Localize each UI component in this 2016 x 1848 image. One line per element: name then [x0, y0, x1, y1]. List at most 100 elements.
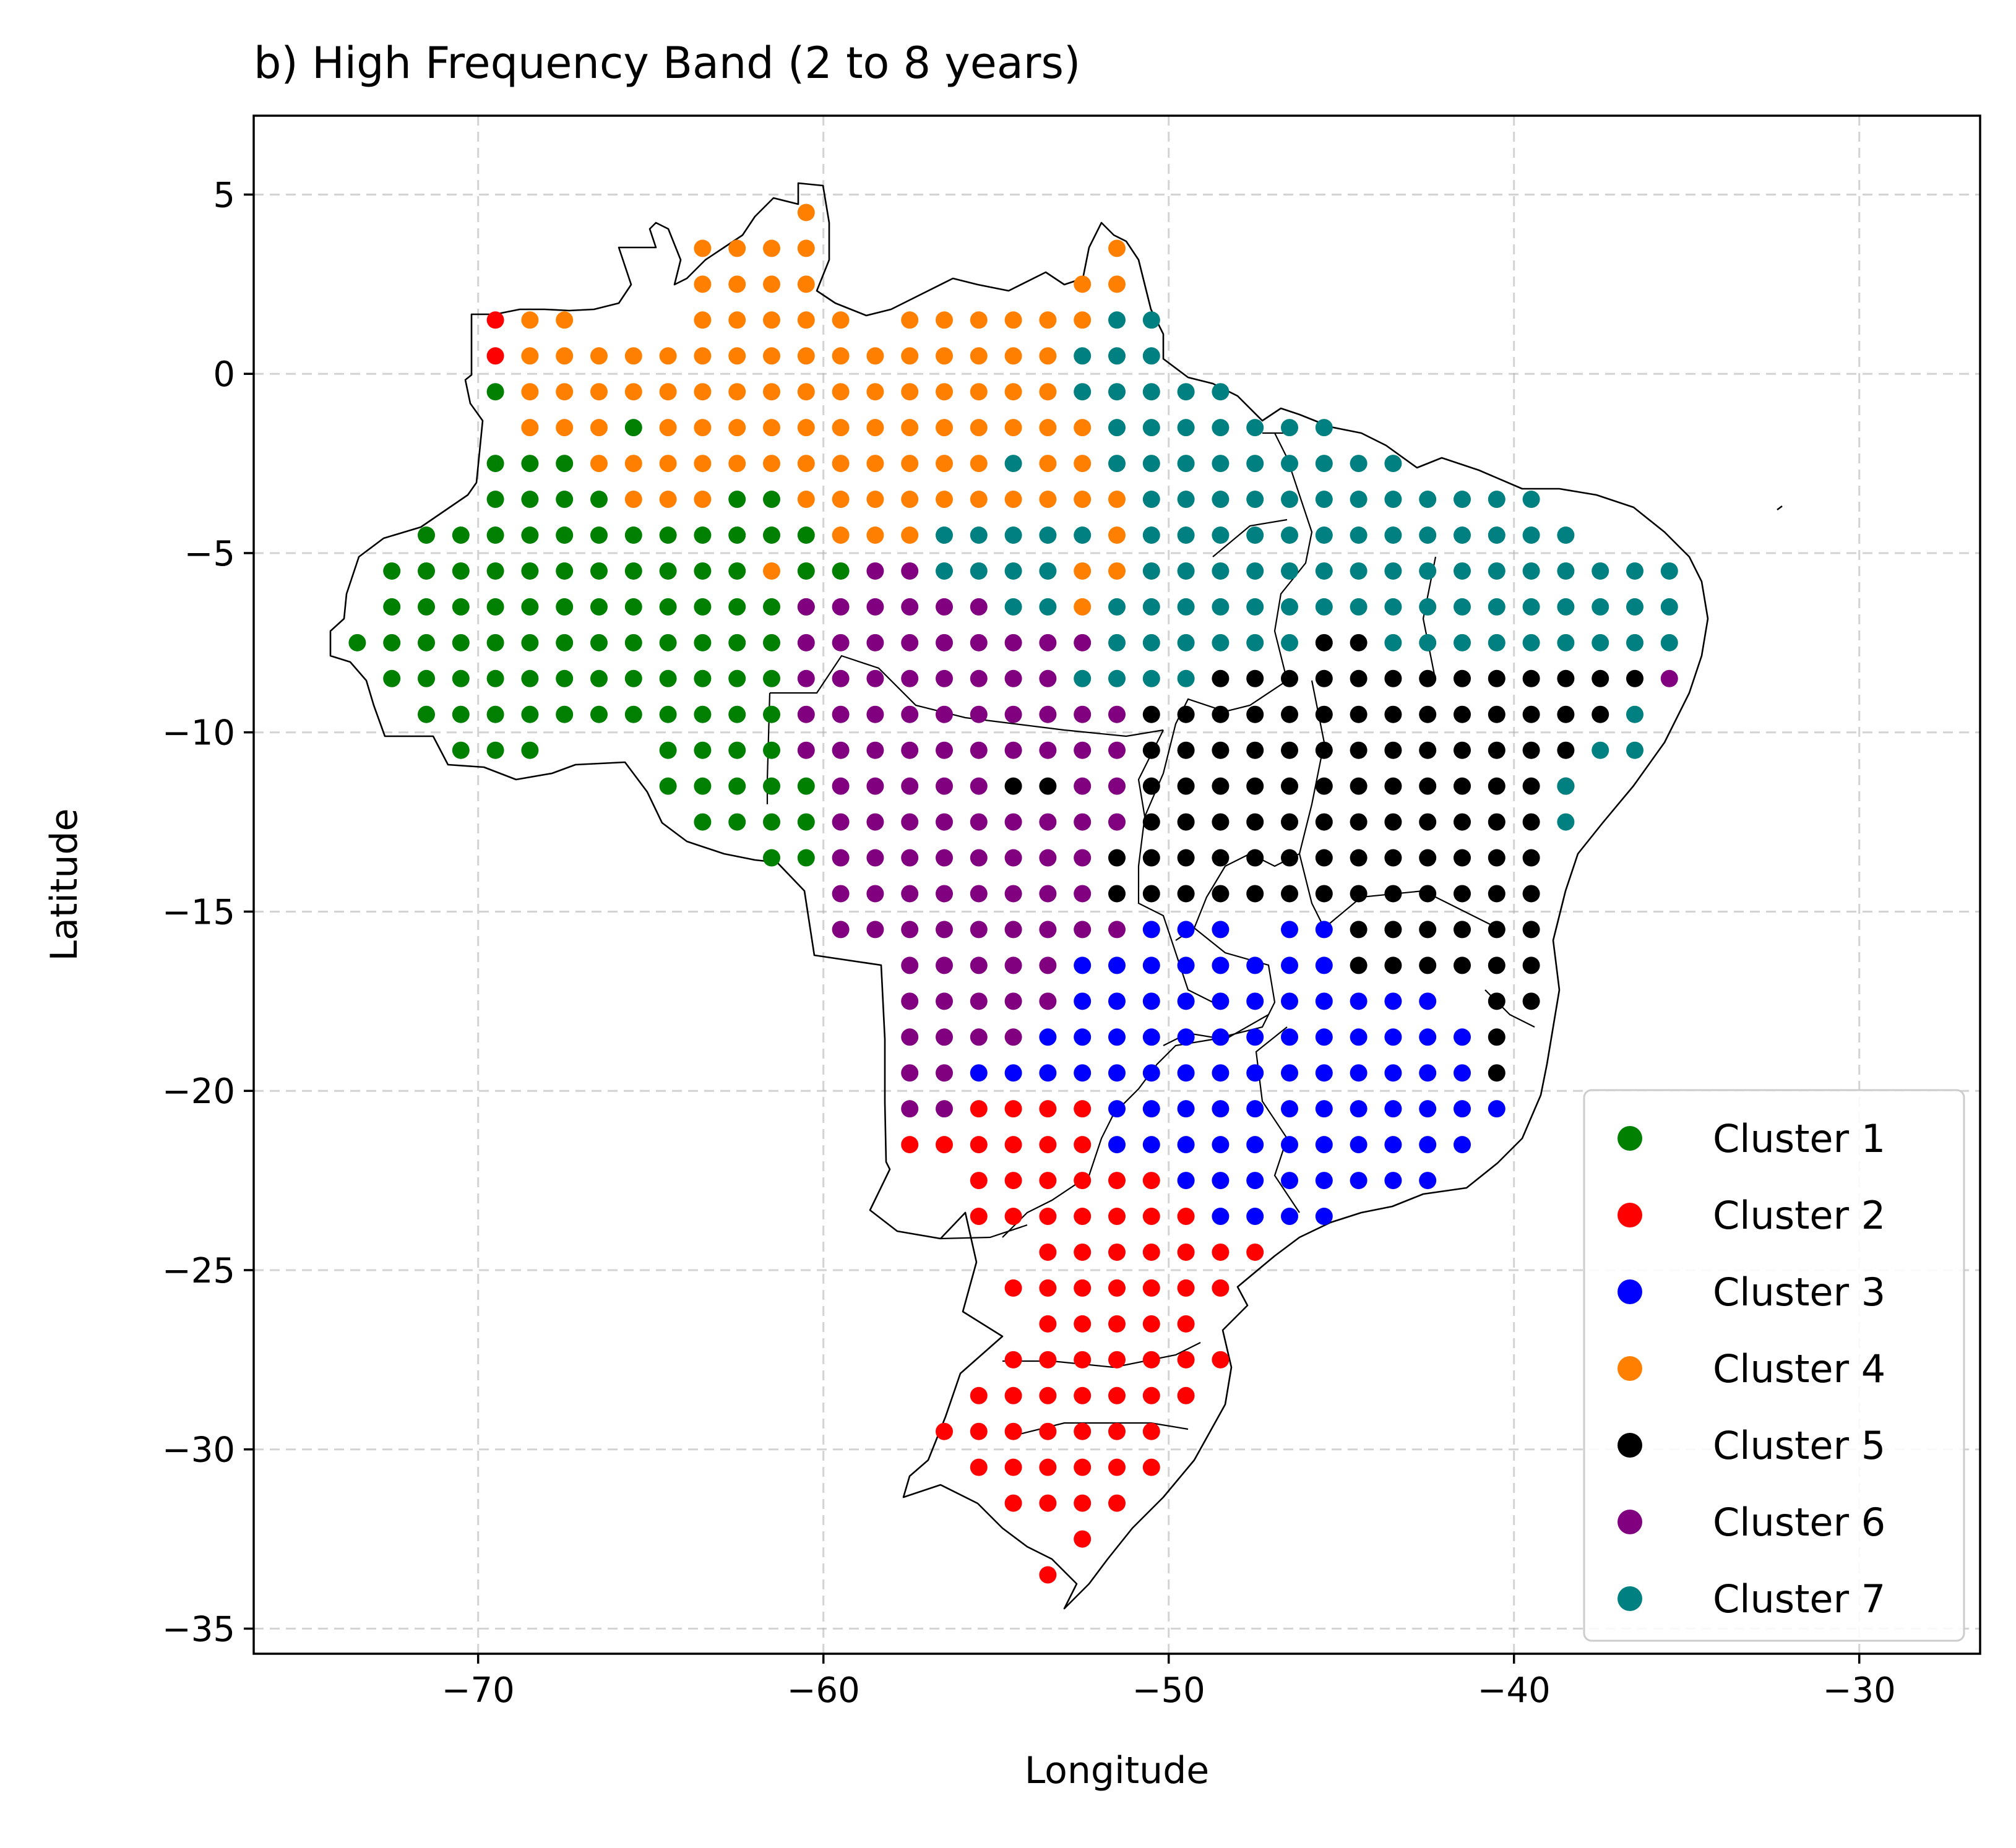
data-point [694, 275, 712, 293]
data-point [694, 491, 712, 509]
data-point [1246, 1100, 1264, 1118]
data-point [866, 813, 884, 831]
data-point [1350, 598, 1368, 616]
data-point [1522, 777, 1540, 795]
data-point [1212, 634, 1230, 651]
data-point [901, 1100, 919, 1118]
data-point [1142, 1064, 1160, 1082]
data-point [1488, 491, 1506, 509]
data-point [1108, 669, 1126, 687]
data-point [1488, 921, 1506, 939]
data-point [590, 491, 608, 509]
data-point [970, 1458, 988, 1476]
data-point [1384, 921, 1402, 939]
data-point [763, 311, 780, 329]
data-point [1246, 1208, 1264, 1226]
data-point [797, 383, 815, 401]
data-point [936, 741, 953, 759]
x-tick-label: −40 [1478, 1670, 1551, 1711]
data-point [1177, 1208, 1195, 1226]
data-point [486, 455, 504, 473]
x-tick-label: −70 [442, 1670, 515, 1711]
data-point [1454, 777, 1471, 795]
data-point [418, 562, 435, 580]
data-point [590, 705, 608, 723]
data-point [1212, 849, 1230, 867]
data-point [1004, 1386, 1022, 1404]
data-point [797, 634, 815, 651]
data-point [1108, 383, 1126, 401]
legend-label: Cluster 5 [1713, 1423, 1885, 1468]
data-point [521, 634, 539, 651]
data-point [970, 347, 988, 365]
data-point [901, 491, 919, 509]
chart-title: b) High Frequency Band (2 to 8 years) [254, 38, 1080, 88]
data-point [797, 455, 815, 473]
data-point [1212, 1243, 1230, 1261]
data-point [1660, 634, 1678, 651]
data-point [1177, 1100, 1195, 1118]
data-point [1039, 1566, 1057, 1584]
data-point [1315, 1208, 1333, 1226]
data-point [694, 813, 712, 831]
data-point [797, 491, 815, 509]
data-point [1281, 562, 1298, 580]
data-point [1142, 1208, 1160, 1226]
data-point [521, 598, 539, 616]
data-point [832, 491, 850, 509]
data-point [866, 455, 884, 473]
data-point [1384, 1136, 1402, 1154]
data-point [1315, 885, 1333, 903]
data-point [901, 1028, 919, 1046]
data-point [1315, 526, 1333, 544]
data-point [832, 885, 850, 903]
data-point [1315, 1028, 1333, 1046]
data-point [970, 1028, 988, 1046]
data-point [486, 383, 504, 401]
data-point [1246, 1136, 1264, 1154]
data-point [1419, 1100, 1437, 1118]
data-point [1177, 1172, 1195, 1190]
data-point [452, 669, 470, 687]
data-point [1142, 455, 1160, 473]
data-point [970, 526, 988, 544]
data-point [797, 562, 815, 580]
data-point [728, 526, 746, 544]
data-point [556, 598, 574, 616]
data-point [1142, 526, 1160, 544]
data-point [866, 849, 884, 867]
data-point [1142, 1279, 1160, 1297]
data-point [1108, 885, 1126, 903]
data-point [1039, 669, 1057, 687]
data-point [1108, 347, 1126, 365]
data-point [1142, 598, 1160, 616]
data-point [1281, 849, 1298, 867]
data-point [1384, 705, 1402, 723]
data-point [970, 1422, 988, 1440]
data-point [1557, 777, 1575, 795]
data-point [797, 741, 815, 759]
data-point [1142, 1422, 1160, 1440]
data-point [1108, 1064, 1126, 1082]
data-point [1108, 1208, 1126, 1226]
data-point [1315, 777, 1333, 795]
data-point [1557, 526, 1575, 544]
data-point [590, 526, 608, 544]
data-point [486, 705, 504, 723]
data-point [1281, 669, 1298, 687]
data-point [1108, 1494, 1126, 1512]
data-point [1004, 311, 1022, 329]
data-point [1212, 992, 1230, 1010]
data-point [1108, 1100, 1126, 1118]
data-point [383, 562, 401, 580]
data-point [1108, 777, 1126, 795]
data-point [556, 526, 574, 544]
data-point [1177, 741, 1195, 759]
data-point [832, 526, 850, 544]
y-tick-label: 0 [213, 355, 235, 395]
data-point [521, 311, 539, 329]
data-point [763, 239, 780, 257]
data-point [486, 526, 504, 544]
data-point [521, 741, 539, 759]
data-point [970, 311, 988, 329]
